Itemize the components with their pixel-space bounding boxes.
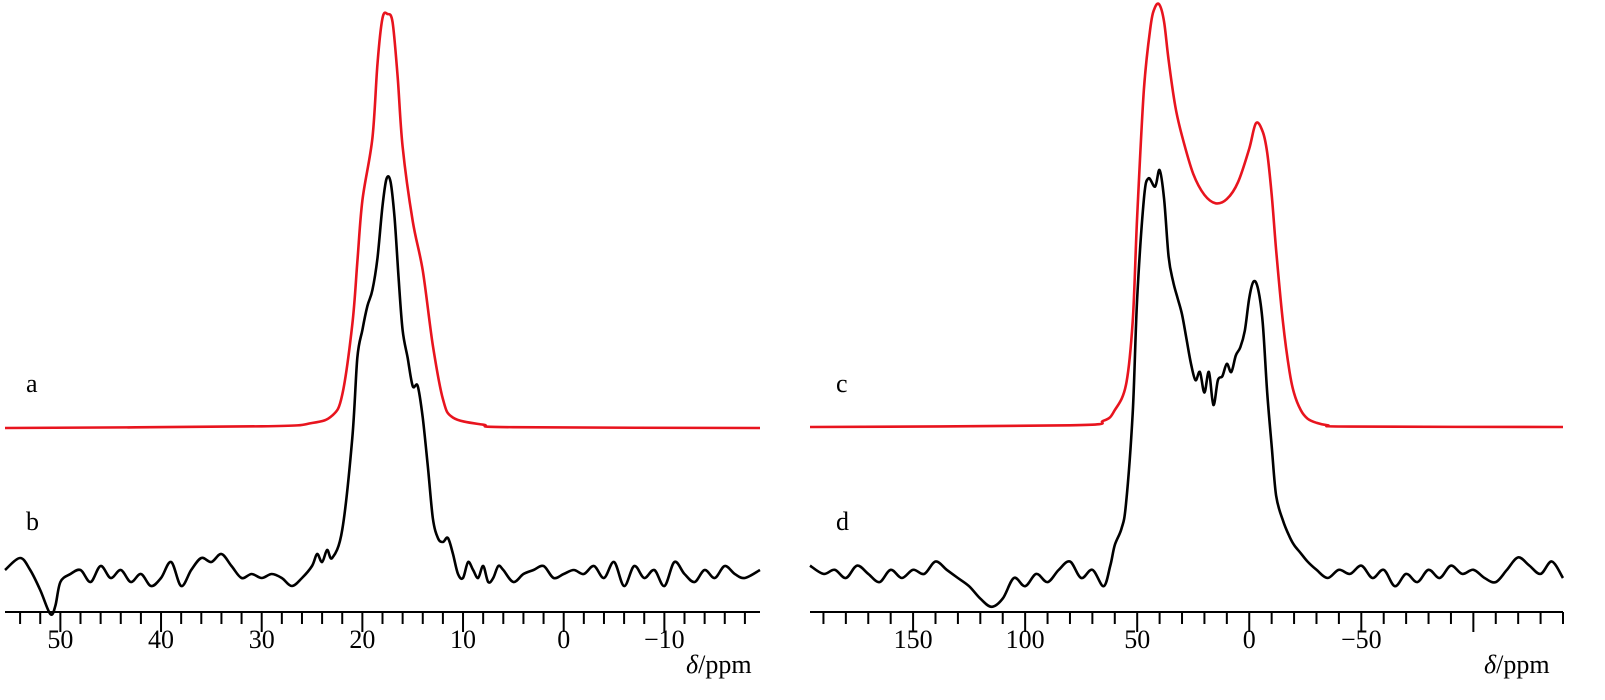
spectrum-trace-d [809, 168, 1565, 609]
x-tick-label: 10 [450, 625, 476, 654]
x-tick-label: 0 [1243, 625, 1256, 654]
x-axis-title-left: δ/ppm [686, 650, 752, 679]
x-tick-label: 0 [557, 625, 570, 654]
trace-label-d: d [836, 507, 849, 536]
x-tick-label: 100 [1006, 625, 1045, 654]
x-axis-title-right: δ/ppm [1484, 650, 1550, 679]
x-tick-label: −50 [1341, 625, 1382, 654]
panel-left: 50 40 30 20 10 0 −10 a b δ/ppm [4, 11, 761, 679]
axis-unit: /ppm [1496, 650, 1549, 679]
x-tick-label: 50 [47, 625, 73, 654]
panel-right: 150 100 50 0 −50 c d δ/ppm [809, 2, 1565, 679]
x-tick-label: 20 [349, 625, 375, 654]
axis-unit: /ppm [698, 650, 751, 679]
x-tick-label: −10 [644, 625, 685, 654]
spectrum-trace-a [4, 11, 761, 430]
trace-label-b: b [26, 507, 39, 536]
x-tick-label: 50 [1124, 625, 1150, 654]
x-tick-label: 30 [249, 625, 275, 654]
axis-symbol: δ [1484, 650, 1497, 679]
spectrum-trace-c [809, 2, 1564, 429]
trace-label-a: a [26, 369, 38, 398]
x-tick-label: 150 [894, 625, 933, 654]
axis-symbol: δ [686, 650, 699, 679]
trace-label-c: c [836, 369, 848, 398]
spectrum-trace-b [4, 175, 761, 616]
x-tick-label: 40 [148, 625, 174, 654]
